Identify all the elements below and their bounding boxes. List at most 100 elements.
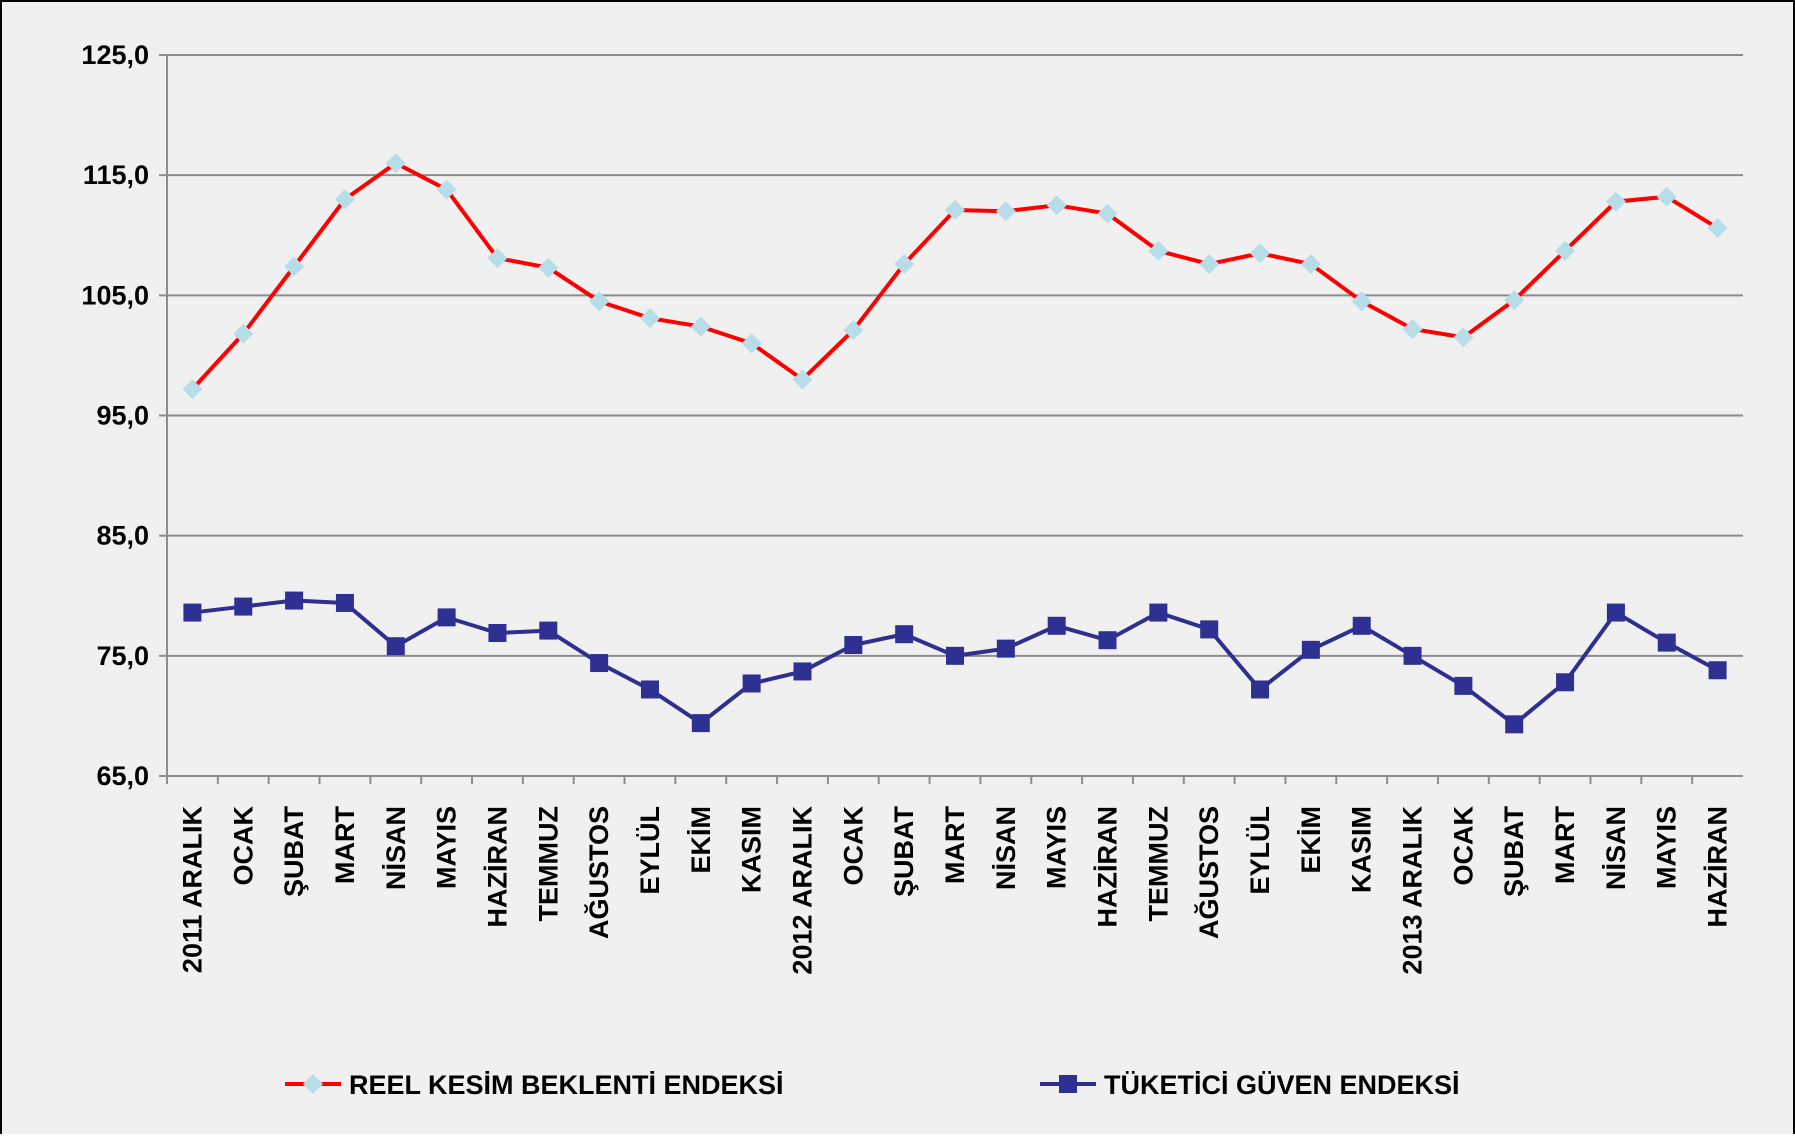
marker bbox=[792, 369, 813, 390]
marker bbox=[894, 254, 915, 275]
marker bbox=[284, 256, 305, 277]
x-tick-label: TEMMUZ bbox=[533, 806, 563, 921]
marker bbox=[1605, 191, 1626, 212]
marker bbox=[488, 624, 507, 643]
marker bbox=[1301, 640, 1320, 659]
x-tick-label: EYLÜL bbox=[1245, 806, 1275, 895]
marker bbox=[996, 639, 1015, 658]
x-tick-label: OCAK bbox=[1448, 806, 1478, 886]
marker bbox=[690, 316, 711, 337]
marker bbox=[1351, 291, 1372, 312]
x-tick-label: OCAK bbox=[838, 806, 868, 886]
marker bbox=[1707, 218, 1728, 239]
x-tick-label: HAZİRAN bbox=[1703, 806, 1733, 928]
marker bbox=[1046, 195, 1067, 216]
marker bbox=[539, 621, 558, 640]
marker bbox=[233, 323, 254, 344]
marker bbox=[1352, 616, 1371, 635]
marker bbox=[1656, 186, 1677, 207]
marker bbox=[1250, 243, 1271, 264]
marker bbox=[844, 636, 863, 655]
marker bbox=[1555, 240, 1576, 261]
marker bbox=[742, 674, 761, 693]
x-tick-label: NİSAN bbox=[991, 806, 1021, 890]
legend-label: REEL KESİM BEKLENTİ ENDEKSİ bbox=[349, 1070, 784, 1100]
marker bbox=[639, 308, 660, 329]
marker bbox=[1098, 631, 1117, 650]
marker bbox=[691, 714, 710, 733]
marker bbox=[1453, 327, 1474, 348]
x-tick-label: 2013 ARALIK bbox=[1398, 806, 1428, 975]
x-tick-label: MART bbox=[940, 805, 970, 883]
x-tick-label: ŞUBAT bbox=[889, 805, 919, 897]
marker bbox=[385, 153, 406, 174]
marker bbox=[945, 200, 965, 221]
x-tick-label: EYLÜL bbox=[635, 806, 665, 895]
x-tick-label: KASIM bbox=[737, 806, 767, 893]
marker bbox=[590, 654, 609, 673]
x-tick-label: 2011 ARALIK bbox=[177, 805, 207, 973]
marker bbox=[1403, 646, 1422, 665]
x-tick-label: KASIM bbox=[1347, 806, 1377, 893]
marker bbox=[487, 248, 508, 269]
marker bbox=[1708, 661, 1727, 680]
marker bbox=[1657, 633, 1676, 652]
x-tick-label: ŞUBAT bbox=[279, 805, 309, 897]
y-tick-label: 105,0 bbox=[81, 280, 149, 310]
legend-label: TÜKETİCİ GÜVEN ENDEKSİ bbox=[1104, 1070, 1460, 1100]
marker bbox=[741, 333, 762, 354]
marker bbox=[1097, 203, 1118, 224]
marker bbox=[1059, 1075, 1077, 1093]
y-tick-label: 65,0 bbox=[96, 761, 149, 791]
marker bbox=[1199, 254, 1220, 275]
x-tick-label: OCAK bbox=[228, 806, 258, 886]
x-tick-label: ŞUBAT bbox=[1499, 805, 1529, 897]
marker bbox=[538, 257, 559, 278]
marker bbox=[1047, 616, 1066, 635]
y-tick-label: 85,0 bbox=[96, 521, 149, 551]
x-tick-label: MART bbox=[1550, 805, 1580, 883]
marker bbox=[640, 680, 659, 699]
marker bbox=[1454, 676, 1473, 695]
marker bbox=[234, 597, 253, 616]
marker bbox=[1251, 680, 1270, 699]
marker bbox=[1200, 620, 1219, 639]
x-tick-label: NİSAN bbox=[1601, 806, 1631, 890]
marker bbox=[1402, 318, 1423, 339]
marker bbox=[995, 201, 1016, 222]
marker bbox=[1149, 603, 1168, 622]
marker bbox=[895, 625, 914, 644]
marker bbox=[436, 179, 457, 200]
marker bbox=[386, 637, 405, 656]
x-tick-label: NİSAN bbox=[381, 806, 411, 890]
marker bbox=[183, 603, 202, 622]
x-tick-label: EKİM bbox=[686, 806, 716, 874]
x-tick-label: EKİM bbox=[1296, 806, 1326, 874]
marker bbox=[1606, 603, 1625, 622]
marker bbox=[334, 189, 355, 210]
x-tick-label: MAYIS bbox=[1042, 806, 1072, 889]
marker bbox=[1505, 715, 1524, 734]
y-tick-label: 125,0 bbox=[81, 40, 149, 70]
marker bbox=[843, 320, 864, 341]
x-tick-label: MART bbox=[330, 805, 360, 883]
x-tick-label: MAYIS bbox=[1652, 806, 1682, 889]
x-tick-label: HAZİRAN bbox=[482, 806, 512, 928]
marker bbox=[285, 591, 304, 610]
marker bbox=[793, 662, 812, 681]
marker bbox=[182, 379, 203, 400]
marker bbox=[946, 646, 964, 665]
marker bbox=[437, 608, 456, 627]
marker bbox=[335, 593, 354, 612]
x-tick-label: AĞUSTOS bbox=[583, 806, 614, 939]
x-tick-label: HAZİRAN bbox=[1093, 806, 1123, 928]
marker bbox=[303, 1074, 323, 1094]
marker bbox=[1148, 240, 1169, 261]
marker bbox=[1300, 254, 1321, 275]
x-tick-label: MAYIS bbox=[432, 806, 462, 889]
x-tick-label: TEMMUZ bbox=[1143, 806, 1173, 921]
marker bbox=[1504, 290, 1525, 311]
y-tick-label: 75,0 bbox=[96, 641, 149, 671]
